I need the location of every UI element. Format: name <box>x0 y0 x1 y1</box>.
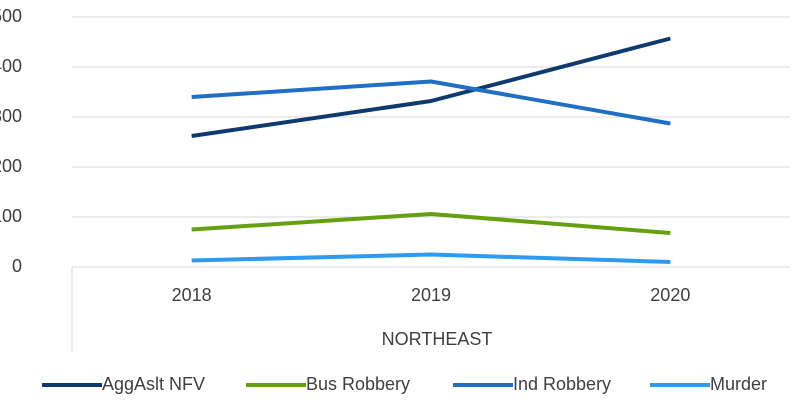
series-line <box>191 212 671 235</box>
legend-label: Bus Robbery <box>306 374 410 394</box>
series-line <box>191 252 671 264</box>
series-line <box>191 79 671 126</box>
legend-label: Murder <box>710 374 767 394</box>
y-tick-label: 400 <box>0 56 22 76</box>
y-tick-label: 0 <box>12 256 22 276</box>
y-tick-label: 200 <box>0 156 22 176</box>
y-tick-label: 100 <box>0 206 22 226</box>
x-tick-label: 2019 <box>411 285 451 305</box>
x-tick-label: 2018 <box>172 285 212 305</box>
x-tick-label: 2020 <box>650 285 690 305</box>
x-axis-label: NORTHEAST <box>382 329 493 349</box>
legend-label: AggAslt NFV <box>102 374 205 394</box>
y-tick-label: 500 <box>0 6 22 26</box>
y-tick-label: 300 <box>0 106 22 126</box>
legend-label: Ind Robbery <box>513 374 611 394</box>
series-line <box>191 36 671 138</box>
